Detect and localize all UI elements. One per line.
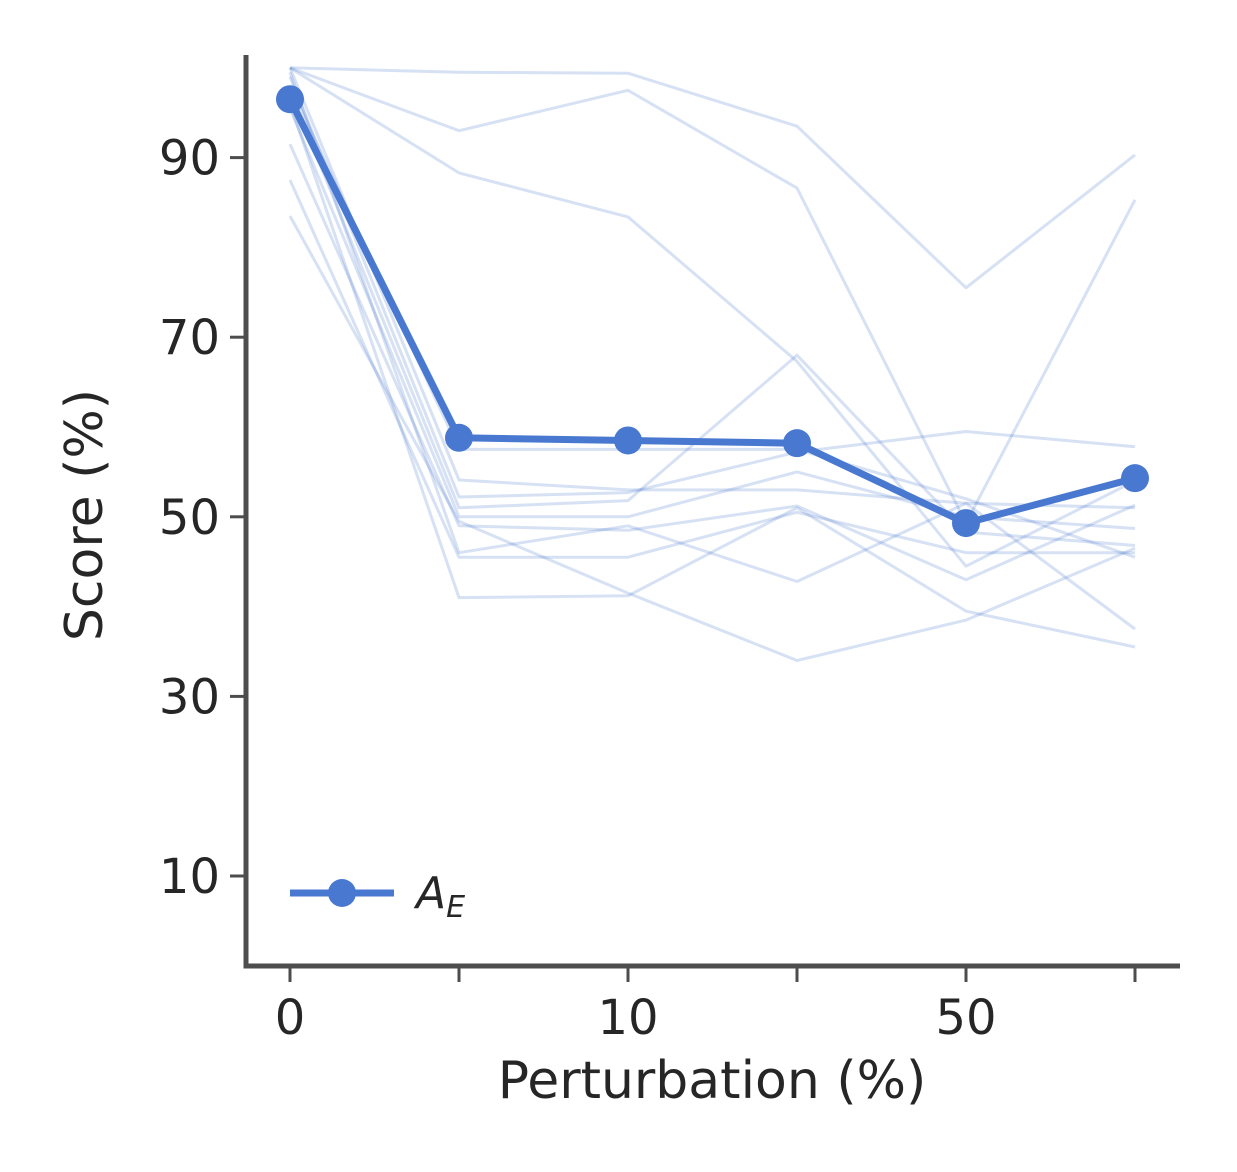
y-tick-label: 90 bbox=[159, 131, 220, 187]
y-tick-label: 70 bbox=[159, 310, 220, 366]
main-series-point bbox=[1121, 464, 1149, 493]
x-tick-label: 50 bbox=[935, 990, 996, 1046]
x-tick-label: 10 bbox=[597, 990, 658, 1046]
legend-marker-swatch bbox=[328, 879, 356, 907]
legend: AE bbox=[290, 868, 465, 925]
main-series-point bbox=[445, 423, 473, 452]
background-series-line bbox=[288, 89, 1136, 547]
main-series-point bbox=[952, 509, 980, 538]
y-tick-label: 50 bbox=[159, 490, 220, 546]
x-tick-label: 0 bbox=[275, 990, 306, 1046]
background-series-line bbox=[288, 85, 1136, 559]
background-series-line bbox=[288, 103, 1136, 649]
background-series-line bbox=[288, 67, 1136, 510]
background-series-line bbox=[288, 71, 1136, 631]
main-series-point bbox=[614, 426, 642, 455]
y-tick-label: 10 bbox=[159, 849, 220, 905]
main-series-group bbox=[276, 85, 1149, 538]
background-series-line bbox=[289, 66, 1136, 568]
background-series-line bbox=[288, 179, 1135, 559]
main-series-point bbox=[783, 429, 811, 458]
background-series-line bbox=[288, 143, 1136, 582]
axes-group: 10 30 50 70 90 0 10 50 bbox=[159, 55, 1180, 1046]
background-series-line bbox=[289, 66, 1136, 290]
legend-label: AE bbox=[413, 868, 465, 925]
background-series-group bbox=[288, 66, 1137, 662]
main-series-point bbox=[276, 85, 304, 114]
y-tick-label: 30 bbox=[159, 669, 220, 725]
background-series-line bbox=[289, 66, 1137, 525]
background-series-line bbox=[288, 76, 1136, 499]
background-series-line bbox=[288, 215, 1136, 662]
y-axis-title: Score (%) bbox=[55, 389, 115, 641]
x-axis-title: Perturbation (%) bbox=[498, 1051, 927, 1111]
main-series-line bbox=[286, 97, 1136, 527]
